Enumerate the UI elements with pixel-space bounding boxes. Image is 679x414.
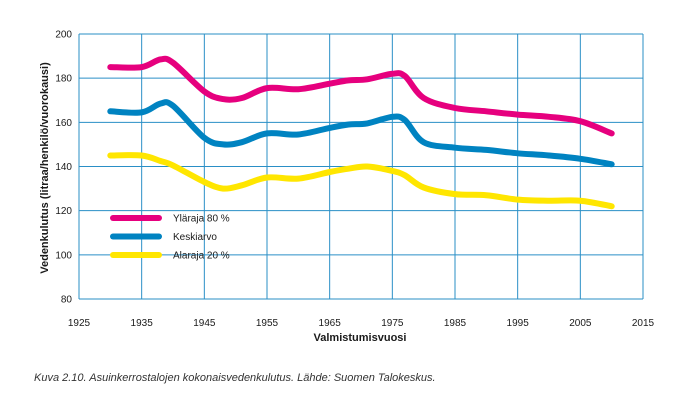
figure-caption: Kuva 2.10. Asuinkerrostalojen kokonaisve… [34,372,436,384]
x-tick-label: 1925 [68,318,91,329]
y-tick-label: 140 [55,162,72,173]
y-tick-label: 160 [55,118,72,129]
x-axis-title: Valmistumisvuosi [314,332,407,344]
series-line-lower-limit [107,152,615,210]
y-tick-label: 100 [55,250,72,261]
series-line-upper-limit [107,55,615,137]
series-line-average [107,99,615,168]
series-lines [107,55,615,210]
x-tick-label: 2015 [632,318,655,329]
x-tick-label: 1975 [381,318,404,329]
legend-label-upper-limit: Yläraja 80 % [173,214,230,225]
x-tick-label: 1995 [507,318,530,329]
x-tick-label: 1945 [193,318,216,329]
y-tick-label: 120 [55,206,72,217]
x-tick-label: 1965 [319,318,342,329]
y-tick-label: 200 [55,30,72,41]
tick-labels: 80 100 120 140 160 180 200 1925 1935 1945 1955 1965… [55,30,654,330]
y-axis-title: Vedenkulutus (litraa/henkilö/vuorokausi) [39,62,51,274]
legend: Yläraja 80 % Keskiarvo Alaraja 20 % [110,214,230,262]
x-tick-label: 2005 [569,318,592,329]
legend-label-lower-limit: Alaraja 20 % [173,251,230,262]
y-tick-label: 80 [61,295,73,306]
x-tick-label: 1985 [444,318,467,329]
x-tick-label: 1935 [131,318,154,329]
x-tick-label: 1955 [256,318,279,329]
y-tick-label: 180 [55,74,72,85]
legend-label-average: Keskiarvo [173,232,217,243]
